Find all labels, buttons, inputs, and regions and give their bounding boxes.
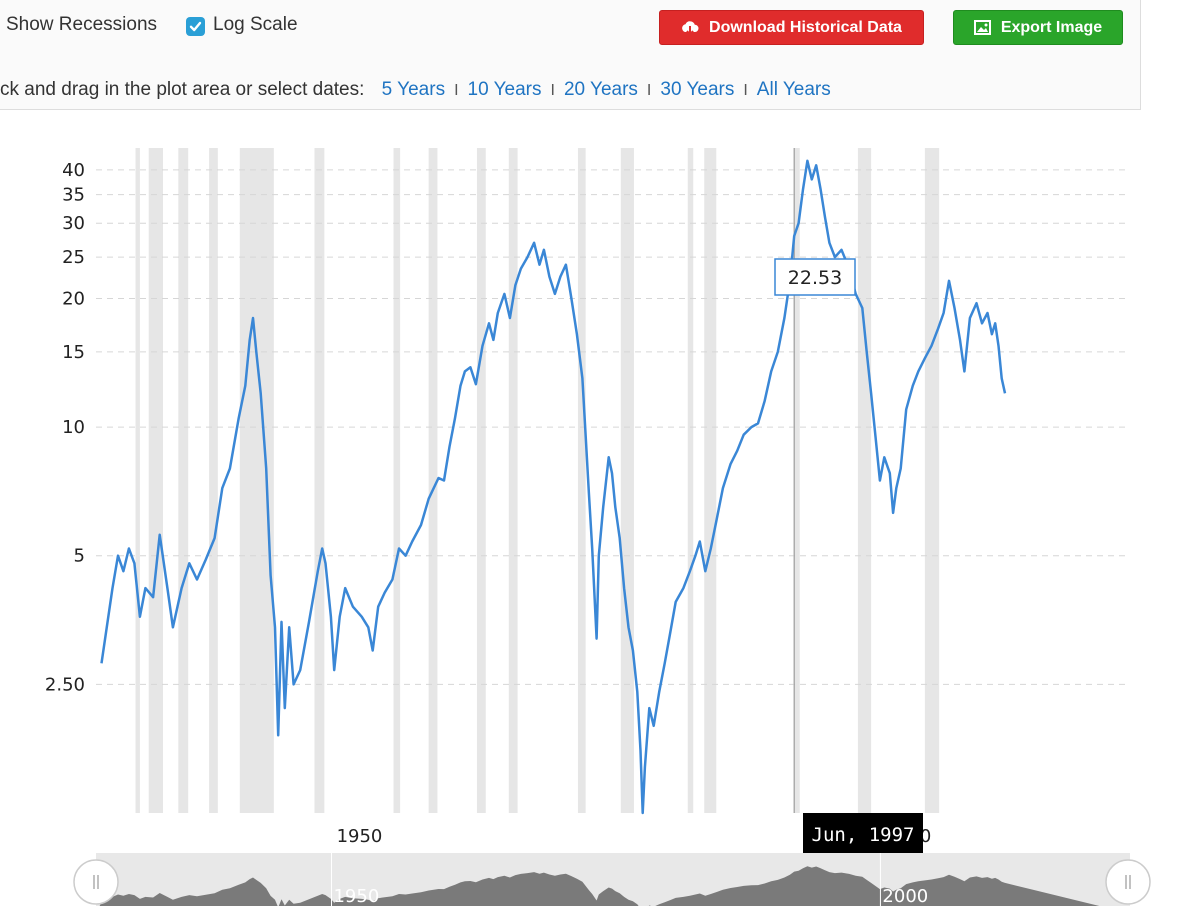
range-all-years-link[interactable]: All Years: [756, 79, 831, 100]
recession-band: [577, 148, 586, 813]
y-tick-label: 40: [62, 160, 85, 181]
series-line[interactable]: [100, 159, 1007, 815]
recession-band: [924, 148, 940, 813]
navigator-series: [99, 866, 1100, 906]
recession-band: [857, 148, 872, 813]
export-button-label: Export Image: [1000, 18, 1103, 36]
navigator-label: 2000: [882, 886, 928, 906]
recession-band: [687, 148, 694, 813]
recession-band: [508, 148, 518, 813]
navigator-left-handle[interactable]: [73, 859, 119, 905]
range-20-years-link[interactable]: 20 Years: [563, 79, 638, 100]
y-tick-label: 25: [62, 247, 85, 268]
navigator-label: 1950: [333, 886, 379, 906]
range-30-years-link[interactable]: 30 Years: [660, 79, 735, 100]
date-range-selector: ck and drag in the plot area or select d…: [0, 79, 831, 101]
recession-band: [314, 148, 325, 813]
image-icon: [973, 20, 991, 35]
download-historical-data-button[interactable]: Download Historical Data: [659, 10, 924, 45]
separator: I: [550, 82, 555, 99]
cloud-download-icon: [681, 20, 699, 36]
recession-band: [428, 148, 438, 813]
recession-band: [178, 148, 189, 813]
drag-hint: ck and drag in the plot area or select d…: [0, 79, 365, 100]
recession-band: [704, 148, 717, 813]
recession-band: [148, 148, 163, 813]
date-flag: Jun, 1997: [803, 813, 923, 853]
separator: I: [743, 82, 748, 99]
y-axis: 2.50 5 10 15 20 25 30 35 40: [45, 160, 85, 696]
range-10-years-link[interactable]: 10 Years: [467, 79, 542, 100]
log-scale-checkbox[interactable]: [186, 17, 205, 36]
y-tick-label: 10: [62, 417, 85, 438]
recession-band: [135, 148, 140, 813]
gridlines: [96, 169, 1128, 685]
export-image-button[interactable]: Export Image: [953, 10, 1123, 45]
recession-band: [620, 148, 634, 813]
date-flag-label: Jun, 1997: [812, 824, 915, 846]
separator: I: [646, 82, 652, 99]
x-tick-label: 1950: [337, 826, 383, 847]
navigator-right-handle[interactable]: [1105, 859, 1151, 905]
recession-band: [239, 148, 274, 813]
tooltip-value: 22.53: [788, 267, 842, 289]
y-tick-label: 15: [62, 342, 85, 363]
value-tooltip: 22.53: [774, 258, 856, 296]
recession-band: [393, 148, 401, 813]
download-button-label: Download Historical Data: [709, 18, 902, 36]
show-recessions-toggle[interactable]: Show Recessions: [6, 14, 158, 35]
range-navigator[interactable]: 1950 2000: [73, 853, 1151, 906]
y-tick-label: 5: [74, 546, 85, 567]
y-tick-label: 35: [62, 185, 85, 206]
recession-band: [209, 148, 218, 813]
y-tick-label: 30: [62, 213, 85, 234]
price-chart[interactable]: 2.50 5 10 15 20 25 30 35 40 1950 2000 22.53 Jun, …: [0, 110, 1200, 906]
y-tick-label: 2.50: [45, 674, 85, 695]
separator: I: [454, 82, 459, 99]
log-scale-label[interactable]: Log Scale: [213, 14, 298, 35]
range-5-years-link[interactable]: 5 Years: [381, 79, 446, 100]
checkmark-icon: [189, 21, 202, 32]
y-tick-label: 20: [62, 288, 85, 309]
recession-band: [793, 148, 800, 813]
recession-band: [476, 148, 486, 813]
recession-bands: [135, 148, 940, 813]
